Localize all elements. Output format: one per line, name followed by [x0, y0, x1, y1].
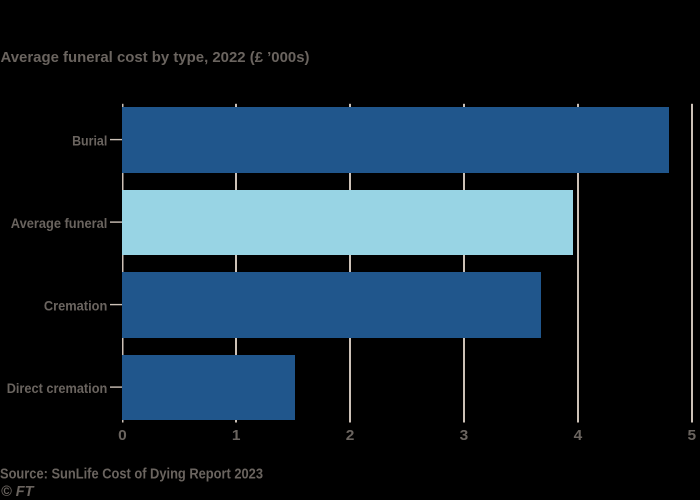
svg-text:0: 0 [118, 427, 127, 444]
svg-text:Source: SunLife Cost of Dying: Source: SunLife Cost of Dying Report 202… [0, 467, 263, 483]
svg-text:3: 3 [460, 427, 469, 444]
svg-text:4: 4 [574, 427, 583, 444]
svg-text:Average funeral cost by type,: Average funeral cost by type, 2022 (£ ’0… [1, 50, 310, 66]
svg-text:© FT: © FT [1, 484, 35, 500]
svg-text:Average funeral: Average funeral [11, 215, 108, 231]
svg-text:1: 1 [232, 427, 241, 444]
svg-text:5: 5 [688, 427, 697, 444]
svg-text:Cremation: Cremation [44, 298, 107, 314]
svg-text:2: 2 [346, 427, 355, 444]
svg-text:Burial: Burial [72, 133, 107, 149]
svg-text:Direct cremation: Direct cremation [7, 380, 108, 396]
